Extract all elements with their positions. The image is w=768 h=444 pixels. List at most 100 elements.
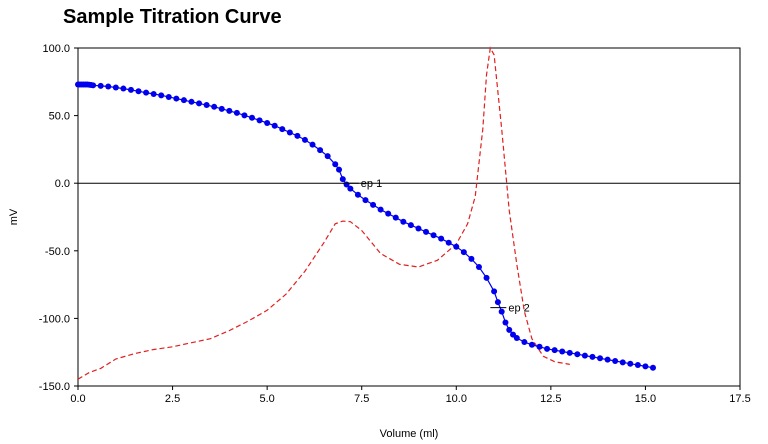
titration-data-point [460,249,467,256]
titration-data-point [574,351,581,358]
titration-data-point [196,100,203,107]
x-tick-label: 7.5 [354,393,369,405]
derivative-curve [77,46,570,380]
titration-data-point [612,357,619,364]
titration-data-point [294,132,301,139]
titration-data-point [203,102,210,109]
titration-data-point [354,191,361,198]
y-tick-label: -100.0 [39,313,70,325]
x-tick-label: 2.5 [165,393,180,405]
titration-data-point [627,360,634,367]
titration-curve-line [78,83,654,369]
titration-data-point [551,347,558,354]
titration-data-point [332,161,339,168]
titration-data-point [301,136,308,143]
y-axis-label: mV [8,208,20,225]
titration-data-point [241,112,248,119]
y-tick-label: -150.0 [39,381,70,393]
titration-data-point [544,345,551,352]
annotation-layer: ep 1 ep 2 [342,178,530,315]
x-tick-label: 0.0 [70,393,85,405]
titration-data-point [97,82,104,89]
titration-data-point [218,105,225,112]
titration-data-point [165,93,172,100]
y-tick-label: -50.0 [45,246,70,258]
titration-data-point [521,339,528,346]
titration-data-point [502,319,509,326]
titration-data-point [528,341,535,348]
titration-data-point [324,153,331,160]
titration-data-point [150,90,157,97]
titration-data-point [483,274,490,281]
titration-data-point [385,210,392,217]
titration-data-point [362,197,369,204]
x-tick-label: 17.5 [729,393,750,405]
plot-frame [77,47,741,387]
titration-data-point [233,109,240,116]
titration-data-point [566,349,573,356]
titration-data-point [597,355,604,362]
titration-data-point [513,335,520,342]
titration-data-point [370,201,377,208]
x-axis-label: Volume (ml) [380,428,439,440]
titration-data-point [256,117,263,124]
titration-data-point [279,126,286,133]
titration-data-point [347,185,354,192]
titration-data-point [112,84,119,91]
titration-data-point [407,222,414,229]
chart-title: Sample Titration Curve [63,6,282,28]
titration-data-point [309,141,316,148]
x-tick-label: 5.0 [259,393,274,405]
y-tick-label: 100.0 [42,43,70,55]
titration-data-point [475,264,482,271]
titration-data-point [642,363,649,370]
titration-data-point [127,86,134,93]
titration-data-point [438,235,445,242]
endpoint-label: ep 2 [508,303,529,315]
titration-data-point [377,206,384,213]
titration-data-point [491,288,498,295]
series-layer [75,46,656,380]
titration-data-point [468,255,475,262]
titration-data-point [180,97,187,104]
x-tick-label: 15.0 [635,393,656,405]
titration-data-point [619,359,626,366]
x-axis-ticks: 0.0 2.5 5.0 7.5 10.0 12.5 15.0 17.5 [70,386,751,405]
titration-data-point [581,352,588,359]
titration-data-point [271,122,278,129]
titration-data-point [423,228,430,235]
titration-data-point [649,364,656,371]
titration-data-point [120,85,127,92]
endpoint-label: ep 1 [361,178,382,190]
x-tick-label: 10.0 [446,393,467,405]
y-tick-label: 0.0 [55,178,70,190]
titration-data-point [536,343,543,350]
titration-data-point [135,88,142,95]
titration-data-point [392,214,399,221]
titration-data-point [158,92,165,99]
titration-data-point [339,176,346,183]
titration-data-point [264,120,271,127]
titration-data-point [415,225,422,232]
titration-data-point [286,129,293,136]
titration-data-point [317,147,324,154]
titration-data-point [634,362,641,369]
titration-data-point [453,243,460,250]
titration-data-point [494,299,501,306]
titration-data-point [249,114,256,121]
titration-data-point [506,326,513,333]
titration-data-point [498,308,505,315]
y-tick-label: 50.0 [49,111,70,123]
titration-data-point [173,95,180,102]
titration-data-point [400,218,407,225]
titration-data-point [445,239,452,246]
x-tick-label: 12.5 [540,393,561,405]
titration-data-point [105,83,112,90]
y-axis-ticks: 100.0 50.0 0.0 -50.0 -100.0 -150.0 [39,43,78,393]
titration-data-point [211,103,218,110]
titration-data-point [559,348,566,355]
titration-data-point [336,166,343,173]
titration-data-point [90,82,97,89]
titration-data-point [188,98,195,105]
